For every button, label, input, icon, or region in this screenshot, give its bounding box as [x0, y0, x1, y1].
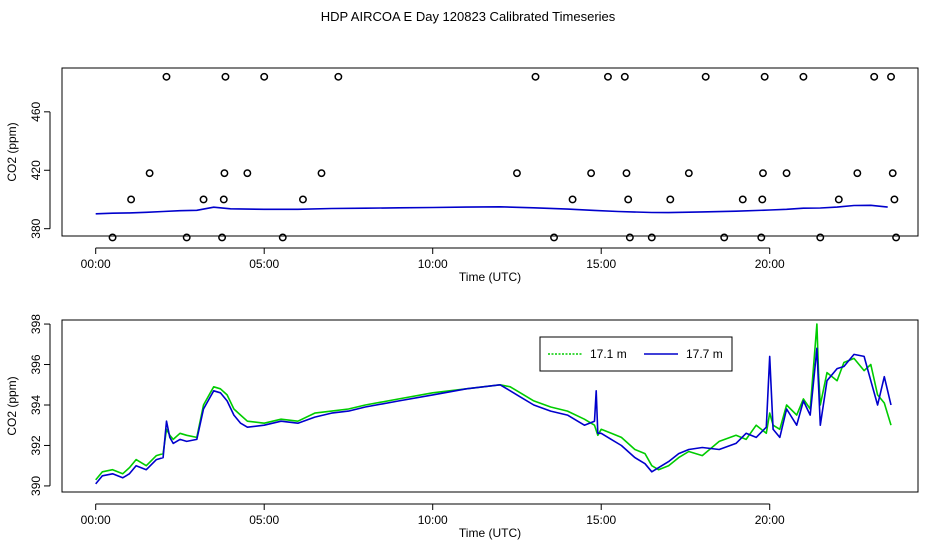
calibration-point [531, 72, 540, 81]
y-tick-label: 392 [29, 435, 43, 455]
calibration-point [684, 169, 693, 178]
calibration-point [127, 195, 136, 204]
calibration-point [199, 195, 208, 204]
y-tick-label: 390 [29, 476, 43, 496]
calibration-point [220, 169, 229, 178]
y-tick-label: 394 [29, 395, 43, 415]
calibration-point [759, 169, 767, 178]
calibration-point [317, 169, 326, 178]
y-tick-label: 380 [29, 218, 43, 238]
x-tick-label: 00:00 [81, 257, 111, 271]
calibration-point [701, 72, 710, 81]
legend: 17.1 m 17.7 m [539, 336, 733, 372]
calibration-point [182, 233, 191, 242]
calibration-point [145, 169, 154, 178]
calibration-point [550, 233, 558, 242]
calibration-point [834, 195, 843, 204]
calibration-point [816, 233, 825, 242]
calibration-point [782, 169, 791, 178]
x-tick-label: 15:00 [586, 513, 616, 527]
calibration-point [604, 72, 612, 81]
x-tick-label: 15:00 [586, 257, 616, 271]
calibration-point [513, 169, 521, 178]
top-panel: 00:00 05:00 10:00 15:00 20:00 Time (UTC) 380 42… [5, 67, 919, 284]
calibration-point [620, 72, 629, 81]
x-tick-label: 10:00 [418, 257, 448, 271]
bottom-panel: 00:00 05:00 10:00 15:00 20:00 Time (UTC) 390 39… [5, 314, 919, 540]
x-axis-label: Time (UTC) [459, 270, 521, 284]
calibration-point [299, 195, 307, 204]
calibration-point [624, 195, 633, 204]
calibration-point [278, 233, 287, 242]
y-tick-label: 398 [29, 314, 43, 334]
y-tick-label: 396 [29, 354, 43, 374]
calibration-point [625, 233, 634, 242]
calibration-point [799, 72, 808, 81]
legend-label-1: 17.1 m [590, 347, 627, 361]
legend-label-2: 17.7 m [686, 347, 723, 361]
calibration-point [587, 169, 596, 178]
calibration-point [666, 195, 675, 204]
calibration-point [758, 195, 767, 204]
calibration-point [760, 72, 769, 81]
calibration-point [853, 169, 862, 178]
calibration-point [260, 72, 269, 81]
page-title: HDP AIRCOA E Day 120823 Calibrated Times… [320, 9, 616, 24]
calibration-point [738, 195, 747, 204]
x-axis-label: Time (UTC) [459, 526, 521, 540]
x-tick-label: 10:00 [418, 513, 448, 527]
plot-frame [61, 67, 919, 237]
series-line-1 [95, 204, 888, 215]
calibration-point [219, 195, 228, 204]
calibration-point [218, 233, 227, 242]
x-tick-label: 20:00 [755, 513, 785, 527]
calibration-point [622, 169, 631, 178]
calibration-point [892, 233, 901, 242]
calibration-point [870, 72, 879, 81]
calibration-point [334, 72, 343, 81]
series-line-1 [95, 323, 892, 481]
calibration-point [890, 195, 899, 204]
legend-box [539, 336, 733, 372]
calibration-point [108, 233, 117, 242]
calibration-point [568, 195, 577, 204]
calibration-point [887, 72, 895, 81]
x-tick-label: 05:00 [249, 257, 279, 271]
y-axis-label: CO2 (ppm) [5, 122, 19, 181]
x-tick-label: 00:00 [81, 513, 111, 527]
x-tick-label: 05:00 [249, 513, 279, 527]
calibration-point [243, 169, 252, 178]
y-axis-label: CO2 (ppm) [5, 376, 19, 435]
calibration-point [647, 233, 656, 242]
calibration-point [757, 233, 766, 242]
calibration-point [720, 233, 729, 242]
series-line-2 [95, 347, 892, 485]
calibration-point [221, 72, 230, 81]
x-tick-label: 20:00 [755, 257, 785, 271]
y-tick-label: 420 [29, 160, 43, 180]
calibration-point [888, 169, 897, 178]
y-tick-label: 460 [29, 101, 43, 121]
plot-frame [61, 319, 919, 493]
calibration-point [162, 72, 171, 81]
